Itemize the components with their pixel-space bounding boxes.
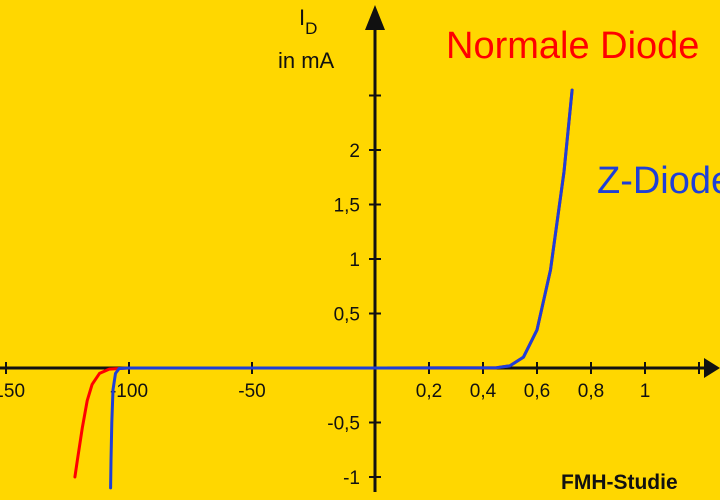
axes: [0, 5, 720, 492]
x-axis-arrowhead: [704, 358, 720, 378]
x-tick-label-reverse-0: -150: [0, 381, 25, 402]
tick-labels: -150 -100 -50 0,2 0,4 0,6 0,8 1 2 1,5 1 0,5 -0,5 -1: [0, 141, 650, 489]
y-axis-title: ID: [299, 5, 317, 38]
series-curves: [73, 88, 574, 490]
tick-marks: [5, 94, 700, 478]
x-tick-label-forward-2: 0,6: [524, 381, 550, 402]
y-axis-unit: in mA: [278, 48, 335, 73]
x-tick-label-forward-1: 0,4: [470, 381, 497, 402]
credit-label: FMH-Studie: [561, 471, 678, 494]
y-tick-label-3: 0,5: [334, 305, 360, 326]
x-tick-label-reverse-2: -50: [238, 381, 265, 402]
y-tick-label-1: 1,5: [334, 196, 360, 217]
x-tick-label-forward-4: 1: [640, 381, 651, 402]
legend-label-z-diode: Z-Diode: [597, 160, 720, 202]
x-tick-label-reverse-1: -100: [110, 381, 148, 402]
x-tick-label-forward-3: 0,8: [578, 381, 604, 402]
y-tick-label-4: -0,5: [327, 414, 360, 435]
y-tick-label-2: 1: [349, 250, 360, 271]
curve-normale-diode-forward: [373, 88, 574, 370]
y-tick-label-5: -1: [343, 468, 360, 489]
legend-label-normale-diode: Normale Diode: [446, 25, 699, 67]
y-tick-label-0: 2: [349, 141, 360, 162]
curve-z-diode-forward: [373, 88, 574, 370]
curve-z-diode-reverse: [109, 366, 377, 490]
x-tick-label-forward-0: 0,2: [416, 381, 442, 402]
y-axis-arrowhead: [365, 5, 385, 30]
